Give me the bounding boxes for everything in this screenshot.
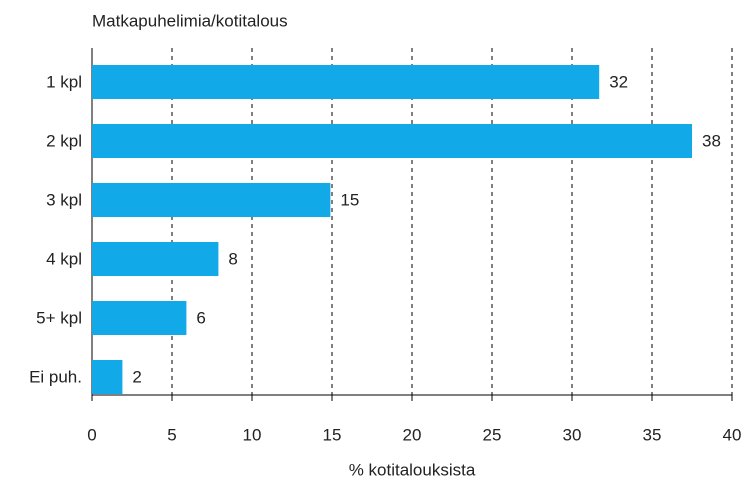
bar [92, 301, 187, 335]
y-tick-label: 2 kpl [46, 131, 82, 150]
value-label: 38 [702, 131, 721, 150]
value-label: 15 [340, 190, 359, 209]
value-label: 8 [228, 249, 237, 268]
x-tick-label: 30 [563, 425, 582, 444]
y-tick-label: Ei puh. [29, 367, 82, 386]
y-tick-label: 1 kpl [46, 72, 82, 91]
y-tick-label: 3 kpl [46, 190, 82, 209]
value-label: 6 [196, 308, 205, 327]
chart-title: Matkapuhelimia/kotitalous [92, 11, 288, 30]
x-tick-label: 35 [643, 425, 662, 444]
bar [92, 242, 219, 276]
value-label: 32 [609, 72, 628, 91]
x-tick-label: 20 [403, 425, 422, 444]
y-tick-label: 4 kpl [46, 249, 82, 268]
x-axis-label: % kotitalouksista [349, 460, 476, 479]
y-tick-label: 5+ kpl [36, 308, 82, 327]
bar [92, 65, 600, 99]
value-label: 2 [132, 367, 141, 386]
x-tick-label: 10 [243, 425, 262, 444]
x-tick-label: 40 [723, 425, 742, 444]
bar [92, 360, 123, 394]
bar [92, 183, 331, 217]
x-tick-label: 25 [483, 425, 502, 444]
x-tick-label: 0 [87, 425, 96, 444]
bar [92, 124, 692, 158]
x-tick-label: 15 [323, 425, 342, 444]
x-tick-label: 5 [167, 425, 176, 444]
